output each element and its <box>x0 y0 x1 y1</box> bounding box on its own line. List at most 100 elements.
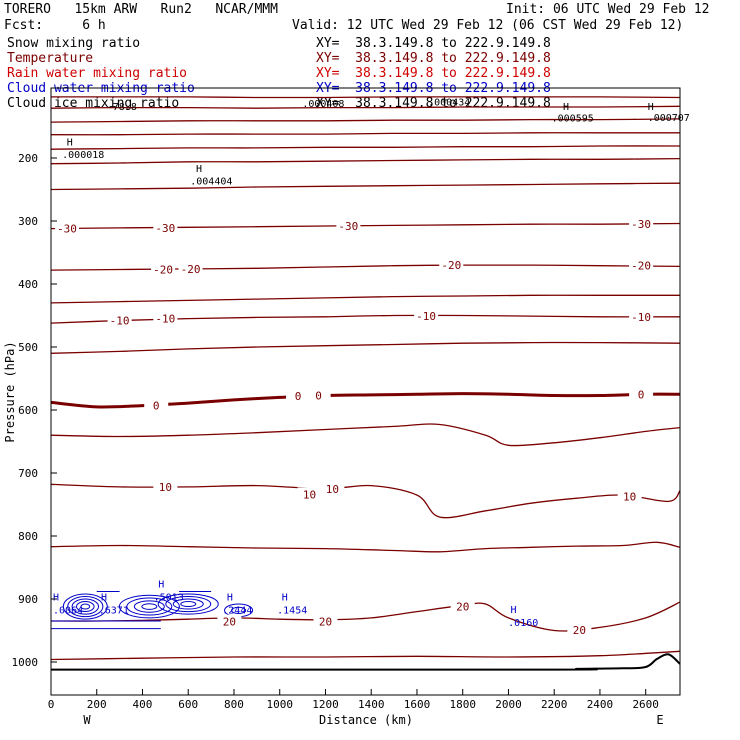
extremum-value: .004404 <box>190 176 232 187</box>
cloud-water-contour <box>71 598 100 615</box>
x-tick-label: 0 <box>48 698 55 711</box>
extremum-value: .000018 <box>62 150 104 161</box>
isotherm-label: -20 <box>631 260 651 273</box>
legend-snow-label: Snow mixing ratio <box>7 36 141 51</box>
terrain-profile <box>50 653 681 671</box>
isotherm-label-bg <box>297 487 322 501</box>
isotherm-label: -20 <box>181 263 201 276</box>
isotherm-label-bg <box>629 309 654 323</box>
legend-temperature-xy: XY= 38.3.149.8 to 222.9.149.8 <box>316 51 551 66</box>
x-tick-label: 400 <box>133 698 153 711</box>
isotherm-line <box>50 341 681 354</box>
extremum-value: .000595 <box>552 113 594 124</box>
isotherm-label-bg <box>336 219 361 233</box>
isotherm-label: 0 <box>315 390 322 403</box>
isotherm-label: -30 <box>338 220 358 233</box>
isotherm-label-bg <box>144 398 169 412</box>
isotherm-label: -20 <box>441 259 461 272</box>
y-tick-label: 700 <box>18 467 38 480</box>
isotherm-label-bg <box>217 614 242 628</box>
high-marker: H <box>196 164 202 175</box>
high-marker: H <box>282 592 288 603</box>
extremum-value: .0064 <box>53 605 83 616</box>
isotherm-label: 20 <box>223 616 236 629</box>
x-tick-label: 2600 <box>632 698 659 711</box>
west-end-label: W <box>83 713 91 727</box>
isotherm-label: 20 <box>573 624 586 637</box>
isotherm-label-bg <box>107 313 132 327</box>
cloud-water-contour <box>67 595 104 618</box>
contour-labels: -30 -30 -30 -30-20 -20 -20 -20-10 -10 -10 -1000 0 0… <box>53 98 690 637</box>
cloud-water-contour <box>141 603 158 610</box>
isotherm-label: 10 <box>326 483 339 496</box>
isotherm-label-bg <box>629 258 654 272</box>
high-marker: H <box>563 102 569 113</box>
isotherm-line <box>50 423 681 447</box>
isotherm-label-bg <box>286 389 311 403</box>
isotherm-label-bg <box>617 489 642 503</box>
axes: 0 200 400 600 800 1000 1200 1400 1600 1800 2000 220… <box>12 152 659 711</box>
extremum-value: -78.8 <box>107 102 137 113</box>
cloud-water-contour <box>133 600 165 613</box>
cloud-water-contour <box>172 598 204 610</box>
valid-time: Valid: 12 UTC Wed 29 Feb 12 (06 CST Wed … <box>292 18 684 33</box>
isotherm-label: 20 <box>319 616 332 629</box>
isotherm-label: 10 <box>623 490 636 503</box>
cloud-water-contour <box>118 594 180 619</box>
cloud-water-contour <box>76 601 95 613</box>
isotherm-line <box>51 96 681 99</box>
extremum-value: .6371 <box>99 605 129 616</box>
isotherm-label: -10 <box>416 310 436 323</box>
high-marker: H <box>158 580 164 591</box>
isotherm-label: 20 <box>456 601 469 614</box>
isotherm-line <box>50 157 681 165</box>
cloud-water-contours <box>51 590 254 630</box>
isotherm-line <box>50 222 681 230</box>
isotherm-line <box>50 145 681 150</box>
x-tick-label: 1000 <box>266 698 293 711</box>
extremum-value: .0160 <box>508 618 538 629</box>
x-tick-label: 1200 <box>312 698 339 711</box>
isotherm-label: 10 <box>303 488 316 501</box>
y-tick-label: 200 <box>18 152 38 165</box>
x-tick-label: 2000 <box>495 698 522 711</box>
isotherm-label: 0 <box>153 400 160 413</box>
isotherm-line <box>50 182 681 191</box>
isotherm-label-bg <box>414 309 439 323</box>
x-tick-label: 600 <box>178 698 198 711</box>
isotherm-label: -10 <box>110 315 130 328</box>
isotherm-label-bg <box>153 220 178 234</box>
legend-rain-xy: XY= 38.3.149.8 to 222.9.149.8 <box>316 66 551 81</box>
cloud-water-contour <box>126 597 173 616</box>
y-axis-title: Pressure (hPa) <box>3 341 17 442</box>
high-marker: H <box>227 592 233 603</box>
isotherm-line <box>50 314 681 324</box>
cloud-water-contour <box>231 606 247 614</box>
x-tick-label: 1600 <box>404 698 431 711</box>
temperature-isotherms <box>50 96 681 661</box>
y-tick-label: 600 <box>18 404 38 417</box>
x-tick-label: 200 <box>87 698 107 711</box>
high-marker: H <box>67 137 73 148</box>
forecast-hour: Fcst: 6 h <box>4 18 106 33</box>
isotherm-label-bg <box>151 262 176 276</box>
high-marker: H <box>648 102 654 113</box>
isotherm-label-bg <box>629 387 654 401</box>
isotherm-label: -30 <box>155 222 175 235</box>
isotherm-line <box>50 650 681 661</box>
isotherm-label-bg <box>629 217 654 231</box>
isotherm-line <box>50 483 681 519</box>
isotherm-line <box>50 541 681 553</box>
y-tick-label: 1000 <box>12 656 39 669</box>
terrain-line <box>50 653 681 671</box>
plot-frame <box>50 87 681 696</box>
isotherm-label-bg <box>55 221 80 235</box>
cloud-water-contour <box>62 593 108 620</box>
y-tick-label: 400 <box>18 278 38 291</box>
y-tick-label: 800 <box>18 530 38 543</box>
x-tick-label: 1400 <box>358 698 385 711</box>
init-time: Init: 06 UTC Wed 29 Feb 12 <box>506 2 710 17</box>
isotherm-label: -20 <box>153 264 173 277</box>
east-end-label: E <box>656 713 663 727</box>
